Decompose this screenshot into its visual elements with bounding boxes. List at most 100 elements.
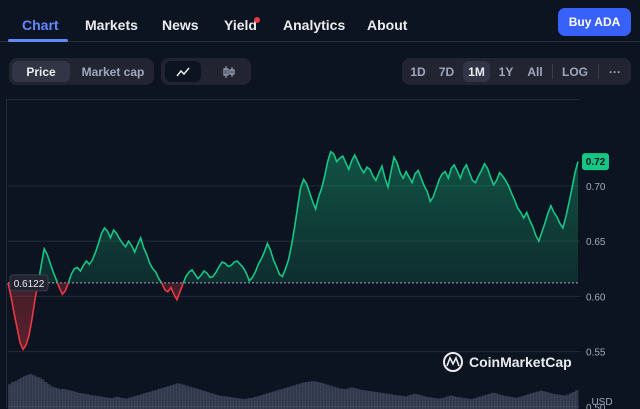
volume-bar (293, 385, 297, 409)
volume-bar (35, 376, 39, 409)
volume-bar (158, 388, 162, 409)
volume-bar (26, 374, 30, 409)
volume-bar (353, 387, 357, 409)
volume-bar (284, 387, 288, 409)
more-divider (598, 64, 599, 79)
buy-ada-button[interactable]: Buy ADA (558, 8, 631, 36)
volume-bar (29, 373, 33, 409)
volume-bar (50, 386, 54, 409)
volume-bar (446, 396, 450, 409)
volume-bar (416, 394, 420, 409)
volume-bar (59, 389, 63, 409)
volume-bar (32, 375, 36, 409)
volume-bar (230, 397, 234, 409)
volume-bar (533, 392, 537, 409)
price-tab[interactable]: Price (12, 61, 70, 82)
volume-bar (422, 395, 426, 409)
volume-bar (194, 388, 198, 409)
volume-bar (140, 394, 144, 409)
volume-bar (527, 394, 531, 409)
volume-bar (47, 384, 51, 409)
volume-bar (134, 395, 138, 409)
volume-bar (563, 395, 567, 409)
volume-bar (224, 396, 228, 409)
volume-bar (335, 387, 339, 409)
volume-bar (23, 376, 27, 409)
start-price-badge (9, 274, 49, 292)
tab-about[interactable]: About (367, 17, 408, 33)
volume-bar (536, 391, 540, 409)
range-1y[interactable]: 1Y (498, 64, 514, 79)
range-7d[interactable]: 7D (438, 64, 455, 79)
volume-bar (137, 395, 141, 409)
tab-chart[interactable]: Chart (22, 17, 59, 33)
volume-bar (290, 386, 294, 409)
price-area-up (8, 151, 578, 283)
volume-bar (404, 396, 408, 409)
range-toggle: 1D 7D 1M 1Y All LOG ··· (402, 58, 631, 85)
tab-analytics[interactable]: Analytics (283, 17, 346, 33)
volume-bar (413, 393, 417, 409)
price-line-up (37, 150, 579, 283)
volume-bar (125, 398, 129, 409)
volume-bar (470, 399, 474, 409)
line-chart-button[interactable] (165, 61, 201, 82)
more-options-button[interactable]: ··· (609, 64, 621, 79)
tab-news[interactable]: News (162, 17, 199, 33)
volume-bar (176, 383, 180, 409)
volume-bar (104, 397, 108, 409)
volume-bar (503, 395, 507, 409)
log-scale-button[interactable]: LOG (562, 64, 588, 79)
volume-bar (170, 385, 174, 409)
volume-bar (356, 388, 360, 409)
candlestick-chart-button[interactable] (211, 61, 247, 82)
tab-yield[interactable]: Yield (224, 17, 257, 33)
volume-bar (116, 396, 120, 409)
range-all[interactable]: All (527, 64, 543, 79)
volume-bar (188, 386, 192, 409)
volume-bar (365, 390, 369, 409)
volume-bar (80, 393, 84, 409)
active-tab-indicator (8, 39, 68, 42)
volume-bar (467, 398, 471, 409)
market-cap-tab[interactable]: Market cap (81, 64, 145, 79)
volume-bar (62, 388, 66, 409)
volume-bar (494, 393, 498, 409)
volume-bar (461, 397, 465, 409)
volume-bar (95, 395, 99, 409)
volume-bar (392, 394, 396, 409)
volume-bar (323, 383, 327, 409)
volume-bar (320, 382, 324, 409)
volume-bar (419, 395, 423, 409)
volume-bar (272, 391, 276, 409)
volume-bar (245, 398, 249, 409)
y-tick-label: 0.65 (586, 237, 606, 248)
volume-bar (164, 386, 168, 409)
top-nav: Chart Markets News Yield Analytics About… (0, 0, 640, 42)
volume-bar (155, 389, 159, 409)
volume-bar (254, 396, 258, 409)
volume-bar (500, 395, 504, 409)
volume-bar (209, 392, 213, 409)
volume-bar (548, 392, 552, 409)
volume-bar (569, 393, 573, 409)
volume-bar (281, 388, 285, 409)
volume-bar (326, 384, 330, 409)
volume-bar (554, 394, 558, 409)
currency-label: USD (591, 397, 612, 408)
volume-bar (56, 388, 60, 409)
volume-bar (512, 397, 516, 409)
start-price-label: 0.6122 (14, 279, 45, 290)
range-divider (552, 64, 553, 79)
volume-bar (149, 391, 153, 409)
volume-bar (458, 397, 462, 409)
volume-bar (218, 395, 222, 409)
volume-bar (239, 398, 243, 409)
volume-bar (371, 391, 375, 409)
range-1m[interactable]: 1M (463, 61, 490, 82)
range-1d[interactable]: 1D (410, 64, 426, 79)
tab-markets[interactable]: Markets (85, 17, 138, 33)
volume-bar (317, 382, 321, 409)
volume-bar (206, 391, 210, 409)
